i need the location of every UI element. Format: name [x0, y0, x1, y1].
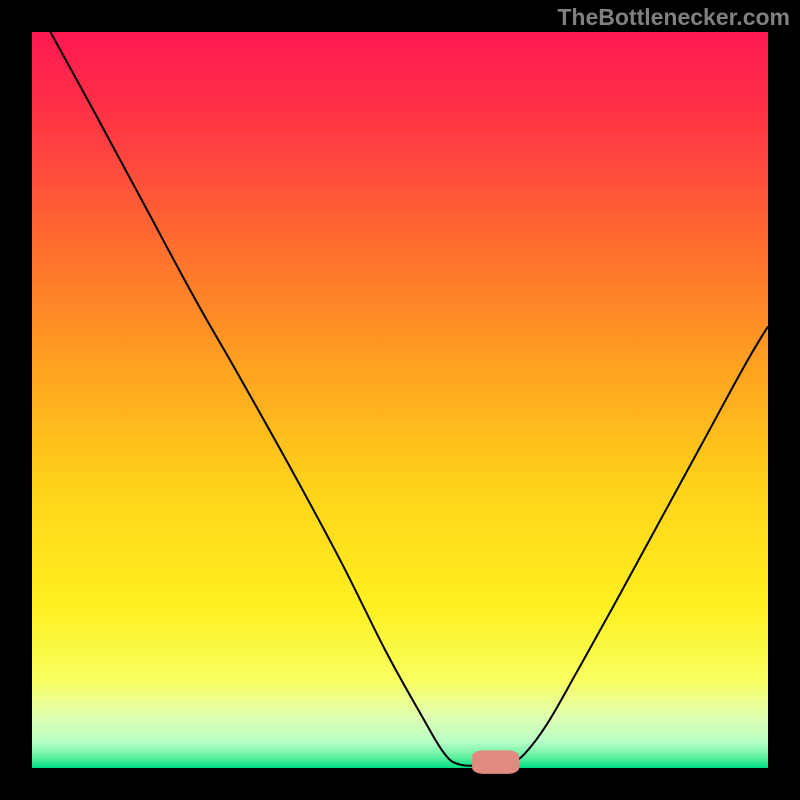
- plot-background: [32, 32, 768, 768]
- optimal-marker: [472, 750, 519, 774]
- bottleneck-chart: TheBottlenecker.com: [0, 0, 800, 800]
- watermark-text: TheBottlenecker.com: [557, 4, 790, 30]
- chart-svg: TheBottlenecker.com: [0, 0, 800, 800]
